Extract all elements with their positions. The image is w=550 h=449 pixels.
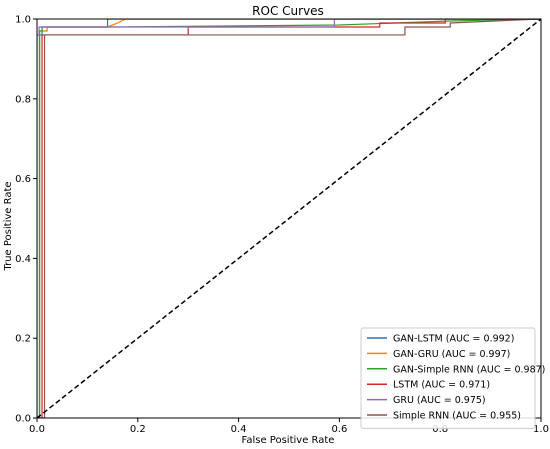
x-tick-label: 1.0	[533, 424, 549, 435]
y-axis-title: True Positive Rate	[3, 181, 14, 271]
y-tick-label: 0.8	[15, 94, 31, 105]
legend-entry: GAN-GRU (AUC = 0.997)	[393, 349, 510, 360]
legend-entry: GRU (AUC = 0.975)	[393, 395, 486, 406]
y-tick-label: 0.2	[15, 334, 31, 345]
series-line-6	[37, 19, 541, 418]
chart-title: ROC Curves	[252, 4, 324, 18]
legend-entry: GAN-LSTM (AUC = 0.992)	[393, 334, 514, 345]
x-tick-label: 0.8	[432, 424, 448, 435]
y-tick-label: 0.4	[15, 254, 31, 265]
y-tick-label: 1.0	[15, 15, 31, 26]
legend-entry: LSTM (AUC = 0.971)	[393, 380, 490, 391]
x-tick-label: 0.2	[130, 424, 146, 435]
y-tick-label: 0.0	[15, 414, 31, 425]
axes: 0.0 0.2 0.4 0.6 0.8 1.0 0.0 0.2 0.4 0.6 0.8 1.0	[15, 15, 549, 436]
y-tick-label: 0.6	[15, 174, 31, 185]
legend: GAN-LSTM (AUC = 0.992) GAN-GRU (AUC = 0.9…	[360, 327, 545, 429]
x-axis-title: False Positive Rate	[242, 435, 335, 446]
legend-entry: Simple RNN (AUC = 0.955)	[393, 411, 521, 422]
x-tick-label: 0.6	[331, 424, 347, 435]
x-tick-label: 0.4	[231, 424, 247, 435]
legend-entry: GAN-Simple RNN (AUC = 0.987)	[393, 364, 545, 375]
plot-frame	[36, 18, 542, 419]
reference-diagonal-line	[37, 19, 541, 418]
x-tick-label: 0.0	[29, 424, 45, 435]
legend-box	[360, 327, 536, 429]
plot-area	[37, 19, 541, 418]
series-lines	[37, 19, 541, 418]
